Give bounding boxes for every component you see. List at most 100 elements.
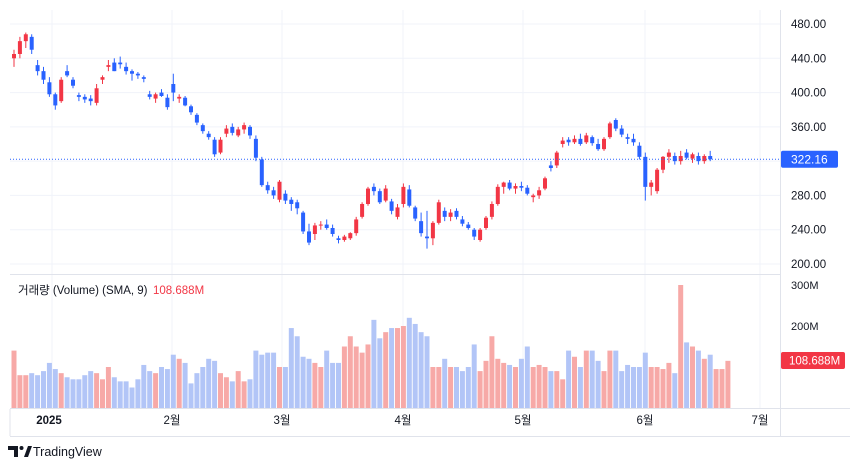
volume-bar xyxy=(82,375,88,408)
volume-bar xyxy=(282,367,288,408)
candle-body xyxy=(112,62,117,72)
candle-body xyxy=(560,140,565,144)
volume-sma-badge: 108.688M xyxy=(781,352,845,369)
time-axis[interactable]: 2025 2월 3월 4월 5월 6월 7월 xyxy=(9,409,769,436)
candle-body xyxy=(383,188,388,201)
volume-bar xyxy=(223,377,229,408)
price-tick-1: 440.00 xyxy=(791,53,826,65)
price-axis[interactable]: 480.00440.00400.00360.00320.00280.00240.… xyxy=(791,19,826,271)
volume-axis[interactable]: 300M 200M xyxy=(791,280,819,333)
volume-bar xyxy=(11,350,17,408)
volume-bar xyxy=(554,371,560,408)
volume-bar xyxy=(619,371,625,408)
volume-bar xyxy=(518,358,524,408)
volume-bar xyxy=(52,369,58,408)
time-label-jun: 6월 xyxy=(637,414,654,427)
candle-body xyxy=(147,94,152,97)
candle-body xyxy=(130,71,134,74)
candle-body xyxy=(525,187,530,194)
price-tick-7: 200.00 xyxy=(791,259,826,271)
volume-bar xyxy=(336,362,341,408)
volume-bar xyxy=(707,354,713,408)
volume-bar xyxy=(359,352,365,408)
candle-body xyxy=(425,236,429,239)
volume-legend[interactable]: 거래량 (Volume) (SMA, 9) 108.688M xyxy=(18,284,204,297)
volume-bar xyxy=(330,362,336,408)
candle-body xyxy=(230,126,235,133)
volume-bar xyxy=(241,381,247,408)
candle-body xyxy=(106,65,111,67)
candle-body xyxy=(607,123,612,138)
candle-body xyxy=(572,138,577,143)
volume-bar xyxy=(347,336,353,408)
volume-bar xyxy=(306,358,312,408)
candle-body xyxy=(153,94,158,99)
candle-body xyxy=(135,73,140,76)
candle-body xyxy=(590,137,595,144)
candle-body xyxy=(371,186,376,192)
volume-legend-value: 108.688M xyxy=(153,285,204,297)
volume-bar xyxy=(389,328,395,408)
candle-body xyxy=(430,222,435,239)
time-label-may: 5월 xyxy=(515,414,532,427)
volume-bar xyxy=(589,350,595,408)
volume-bar xyxy=(654,367,660,408)
volume-bar xyxy=(247,379,253,408)
time-label-2025: 2025 xyxy=(36,415,62,427)
volume-bar xyxy=(288,328,294,408)
candle-body xyxy=(312,225,317,234)
candle-body xyxy=(708,156,713,160)
volume-bar xyxy=(229,381,235,408)
volume-bar xyxy=(424,336,430,408)
candle-body xyxy=(584,135,589,143)
candle-body xyxy=(165,97,170,108)
candle-body xyxy=(23,34,28,42)
candle-body xyxy=(442,210,447,217)
volume-bar xyxy=(117,381,123,408)
candle-body xyxy=(242,125,247,130)
volume-bar xyxy=(64,377,70,408)
volume-bar xyxy=(371,319,377,408)
volume-bar xyxy=(542,367,548,408)
time-label-jul: 7월 xyxy=(752,414,769,427)
candle-body xyxy=(342,236,347,240)
candle-body xyxy=(76,95,81,97)
volume-bar xyxy=(412,323,418,408)
volume-bar xyxy=(318,367,324,408)
volume-bar xyxy=(483,360,489,408)
volume-bar xyxy=(212,360,218,408)
volume-bar xyxy=(395,328,400,408)
last-price-badge: 322.16 xyxy=(781,150,838,168)
candle-body xyxy=(253,138,258,158)
candle-body xyxy=(619,128,624,135)
candle-body xyxy=(354,219,359,234)
volume-bar xyxy=(465,367,471,408)
volume-bar xyxy=(524,346,530,408)
candle-body xyxy=(336,238,341,240)
volume-bar xyxy=(58,373,64,408)
volume-bar xyxy=(17,375,23,408)
tradingview-brand[interactable]: TradingView xyxy=(8,445,103,459)
volume-bar xyxy=(141,364,147,408)
volume-bar xyxy=(300,356,306,408)
volume-bar xyxy=(29,373,35,408)
candle-body xyxy=(454,210,459,217)
volume-bar xyxy=(259,354,265,408)
candle-body xyxy=(212,139,217,155)
candle-body xyxy=(531,195,536,198)
candle-body xyxy=(413,207,418,219)
candle-body xyxy=(519,186,524,188)
candle-body xyxy=(324,224,329,228)
candle-body xyxy=(259,159,264,186)
candle-body xyxy=(189,106,193,113)
volume-bar xyxy=(70,379,76,408)
candle-body xyxy=(631,138,636,143)
price-candles[interactable] xyxy=(12,32,713,249)
volume-bar xyxy=(418,332,424,408)
candle-body xyxy=(88,98,93,102)
volume-bar xyxy=(672,373,678,408)
candle-body xyxy=(678,156,683,162)
candle-body xyxy=(696,156,701,162)
volume-bars[interactable] xyxy=(11,285,731,408)
